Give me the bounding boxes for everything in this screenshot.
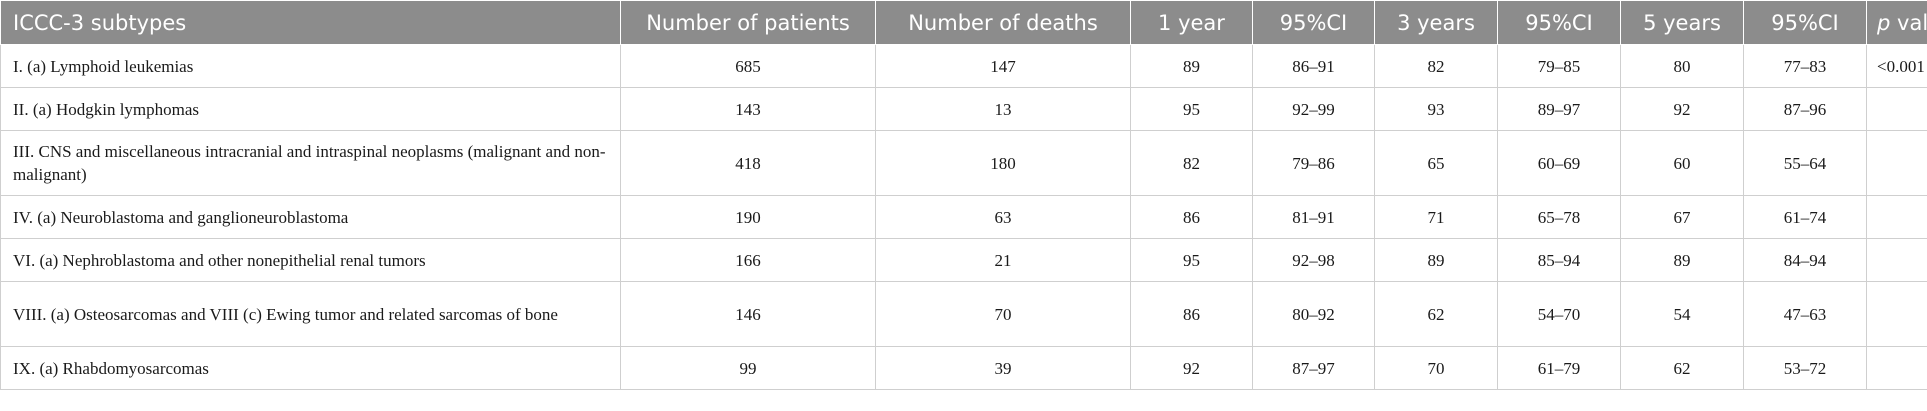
cell-ci-5-years: 77–83	[1743, 44, 1867, 88]
cell-1-year: 82	[1130, 130, 1253, 196]
cell-ci-3-years: 89–97	[1497, 87, 1621, 131]
header-p-rest: value	[1897, 10, 1927, 35]
table-row: II. (a) Hodgkin lymphomas 143 13 95 92–9…	[0, 87, 1927, 131]
cell-subtype: IV. (a) Neuroblastoma and ganglioneurobl…	[0, 195, 621, 239]
cell-3-years: 89	[1374, 238, 1498, 282]
cell-3-years: 71	[1374, 195, 1498, 239]
cell-deaths: 21	[875, 238, 1131, 282]
cell-deaths: 70	[875, 281, 1131, 347]
cell-ci-3-years: 65–78	[1497, 195, 1621, 239]
cell-patients: 146	[620, 281, 876, 347]
cell-ci-5-years: 55–64	[1743, 130, 1867, 196]
cell-p-value: <0.001	[1866, 44, 1927, 88]
cell-deaths: 63	[875, 195, 1131, 239]
cell-deaths: 147	[875, 44, 1131, 88]
cell-1-year: 95	[1130, 238, 1253, 282]
table-row: III. CNS and miscellaneous intracranial …	[0, 130, 1927, 196]
cell-p-value	[1866, 130, 1927, 196]
header-ci-5-years: 95%CI	[1743, 0, 1867, 45]
header-row: ICCC-3 subtypes Number of patients Numbe…	[0, 0, 1927, 45]
cell-subtype: III. CNS and miscellaneous intracranial …	[0, 130, 621, 196]
cell-5-years: 80	[1620, 44, 1744, 88]
cell-5-years: 62	[1620, 346, 1744, 390]
cell-3-years: 82	[1374, 44, 1498, 88]
cell-1-year: 86	[1130, 195, 1253, 239]
cell-patients: 99	[620, 346, 876, 390]
cell-ci-1-year: 79–86	[1252, 130, 1375, 196]
cell-5-years: 54	[1620, 281, 1744, 347]
cell-subtype: VI. (a) Nephroblastoma and other nonepit…	[0, 238, 621, 282]
cell-ci-5-years: 87–96	[1743, 87, 1867, 131]
header-subtypes: ICCC-3 subtypes	[0, 0, 621, 45]
cell-ci-5-years: 84–94	[1743, 238, 1867, 282]
cell-subtype: IX. (a) Rhabdomyosarcomas	[0, 346, 621, 390]
cell-3-years: 93	[1374, 87, 1498, 131]
cell-patients: 418	[620, 130, 876, 196]
cell-patients: 166	[620, 238, 876, 282]
cell-ci-1-year: 92–99	[1252, 87, 1375, 131]
cell-subtype: I. (a) Lymphoid leukemias	[0, 44, 621, 88]
cell-3-years: 62	[1374, 281, 1498, 347]
cell-5-years: 60	[1620, 130, 1744, 196]
cell-patients: 685	[620, 44, 876, 88]
cell-1-year: 86	[1130, 281, 1253, 347]
cell-deaths: 39	[875, 346, 1131, 390]
survival-table: ICCC-3 subtypes Number of patients Numbe…	[0, 0, 1927, 390]
cell-ci-3-years: 54–70	[1497, 281, 1621, 347]
header-1-year: 1 year	[1130, 0, 1253, 45]
cell-subtype: II. (a) Hodgkin lymphomas	[0, 87, 621, 131]
cell-1-year: 95	[1130, 87, 1253, 131]
table-row: I. (a) Lymphoid leukemias 685 147 89 86–…	[0, 44, 1927, 88]
cell-ci-1-year: 81–91	[1252, 195, 1375, 239]
table-row: VIII. (a) Osteosarcomas and VIII (c) Ewi…	[0, 281, 1927, 347]
header-p-italic: p	[1877, 10, 1891, 35]
header-p-value: p value	[1866, 0, 1927, 45]
table-row: IV. (a) Neuroblastoma and ganglioneurobl…	[0, 195, 1927, 239]
cell-deaths: 180	[875, 130, 1131, 196]
header-ci-1-year: 95%CI	[1252, 0, 1375, 45]
cell-1-year: 89	[1130, 44, 1253, 88]
cell-patients: 143	[620, 87, 876, 131]
cell-deaths: 13	[875, 87, 1131, 131]
cell-p-value	[1866, 346, 1927, 390]
cell-p-value	[1866, 87, 1927, 131]
cell-1-year: 92	[1130, 346, 1253, 390]
cell-3-years: 70	[1374, 346, 1498, 390]
cell-ci-5-years: 53–72	[1743, 346, 1867, 390]
cell-ci-5-years: 47–63	[1743, 281, 1867, 347]
cell-5-years: 89	[1620, 238, 1744, 282]
cell-ci-1-year: 86–91	[1252, 44, 1375, 88]
cell-3-years: 65	[1374, 130, 1498, 196]
cell-ci-3-years: 60–69	[1497, 130, 1621, 196]
cell-ci-1-year: 80–92	[1252, 281, 1375, 347]
header-ci-3-years: 95%CI	[1497, 0, 1621, 45]
table-row: VI. (a) Nephroblastoma and other nonepit…	[0, 238, 1927, 282]
cell-subtype: VIII. (a) Osteosarcomas and VIII (c) Ewi…	[0, 281, 621, 347]
cell-ci-5-years: 61–74	[1743, 195, 1867, 239]
cell-ci-1-year: 92–98	[1252, 238, 1375, 282]
cell-p-value	[1866, 238, 1927, 282]
header-3-years: 3 years	[1374, 0, 1498, 45]
cell-ci-3-years: 79–85	[1497, 44, 1621, 88]
table-row: IX. (a) Rhabdomyosarcomas 99 39 92 87–97…	[0, 346, 1927, 390]
cell-5-years: 67	[1620, 195, 1744, 239]
cell-p-value	[1866, 281, 1927, 347]
cell-ci-3-years: 85–94	[1497, 238, 1621, 282]
cell-p-value	[1866, 195, 1927, 239]
cell-5-years: 92	[1620, 87, 1744, 131]
cell-ci-1-year: 87–97	[1252, 346, 1375, 390]
cell-ci-3-years: 61–79	[1497, 346, 1621, 390]
cell-patients: 190	[620, 195, 876, 239]
header-deaths: Number of deaths	[875, 0, 1131, 45]
header-patients: Number of patients	[620, 0, 876, 45]
header-5-years: 5 years	[1620, 0, 1744, 45]
